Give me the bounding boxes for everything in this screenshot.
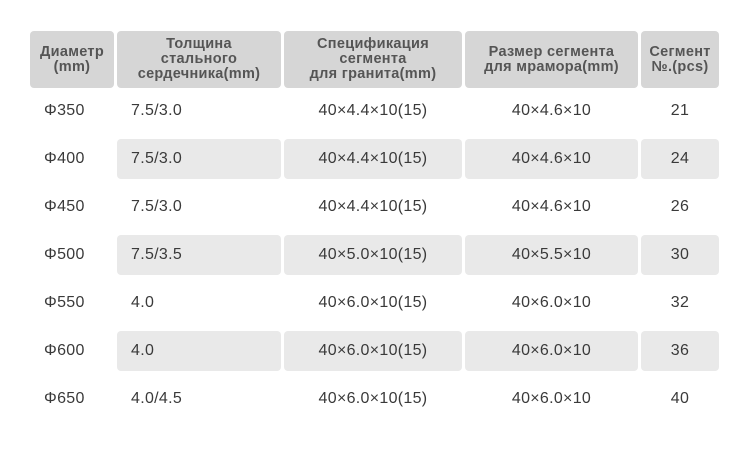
cell-segment-count: 30 xyxy=(641,235,719,275)
cell-steel-core: 7.5/3.0 xyxy=(117,139,281,179)
cell-marble-segment: 40×5.5×10 xyxy=(465,235,638,275)
header-marble-segment: Размер сегмента для мрамора(mm) xyxy=(465,31,638,88)
header-segment-count: Сегмент №.(pcs) xyxy=(641,31,719,88)
header-diameter-label: Диаметр (mm) xyxy=(40,43,104,75)
cell-segment-count: 26 xyxy=(670,198,690,215)
cell-segment-count: 36 xyxy=(641,331,719,371)
cell-diameter: Φ500 xyxy=(44,246,85,263)
header-granite-segment: Спецификация сегмента для гранита(mm) xyxy=(284,31,462,88)
header-segment-count-label: Сегмент №.(pcs) xyxy=(649,43,711,75)
cell-diameter: Φ350 xyxy=(44,102,85,119)
header-steel-core-label: Толщина стального сердечника(mm) xyxy=(137,36,261,82)
cell-granite-segment: 40×4.4×10(15) xyxy=(284,139,462,179)
cell-diameter: Φ550 xyxy=(44,294,85,311)
cell-steel-core: 4.0/4.5 xyxy=(131,390,183,407)
cell-marble-segment: 40×6.0×10 xyxy=(465,331,638,371)
cell-segment-count: 32 xyxy=(670,294,690,311)
cell-steel-core: 7.5/3.5 xyxy=(117,235,281,275)
cell-diameter: Φ400 xyxy=(44,150,85,167)
cell-steel-core: 4.0 xyxy=(117,331,281,371)
cell-marble-segment: 40×6.0×10 xyxy=(511,390,592,407)
cell-marble-segment: 40×6.0×10 xyxy=(511,294,592,311)
cell-granite-segment: 40×6.0×10(15) xyxy=(318,294,428,311)
cell-granite-segment: 40×6.0×10(15) xyxy=(318,390,428,407)
header-granite-segment-label: Спецификация сегмента для гранита(mm) xyxy=(309,36,437,82)
cell-segment-count: 24 xyxy=(641,139,719,179)
cell-granite-segment: 40×4.4×10(15) xyxy=(318,198,428,215)
cell-diameter: Φ650 xyxy=(44,390,85,407)
header-steel-core: Толщина стального сердечника(mm) xyxy=(117,31,281,88)
cell-steel-core: 7.5/3.0 xyxy=(131,102,183,119)
cell-diameter: Φ600 xyxy=(44,342,85,359)
cell-steel-core: 7.5/3.0 xyxy=(131,198,183,215)
header-marble-segment-label: Размер сегмента для мрамора(mm) xyxy=(484,43,619,75)
cell-granite-segment: 40×5.0×10(15) xyxy=(284,235,462,275)
cell-diameter: Φ450 xyxy=(44,198,85,215)
cell-segment-count: 40 xyxy=(670,390,690,407)
cell-marble-segment: 40×4.6×10 xyxy=(511,198,592,215)
cell-marble-segment: 40×4.6×10 xyxy=(511,102,592,119)
cell-marble-segment: 40×4.6×10 xyxy=(465,139,638,179)
cell-granite-segment: 40×6.0×10(15) xyxy=(284,331,462,371)
header-diameter: Диаметр (mm) xyxy=(30,31,114,88)
cell-granite-segment: 40×4.4×10(15) xyxy=(318,102,428,119)
cell-steel-core: 4.0 xyxy=(131,294,155,311)
cell-segment-count: 21 xyxy=(670,102,690,119)
